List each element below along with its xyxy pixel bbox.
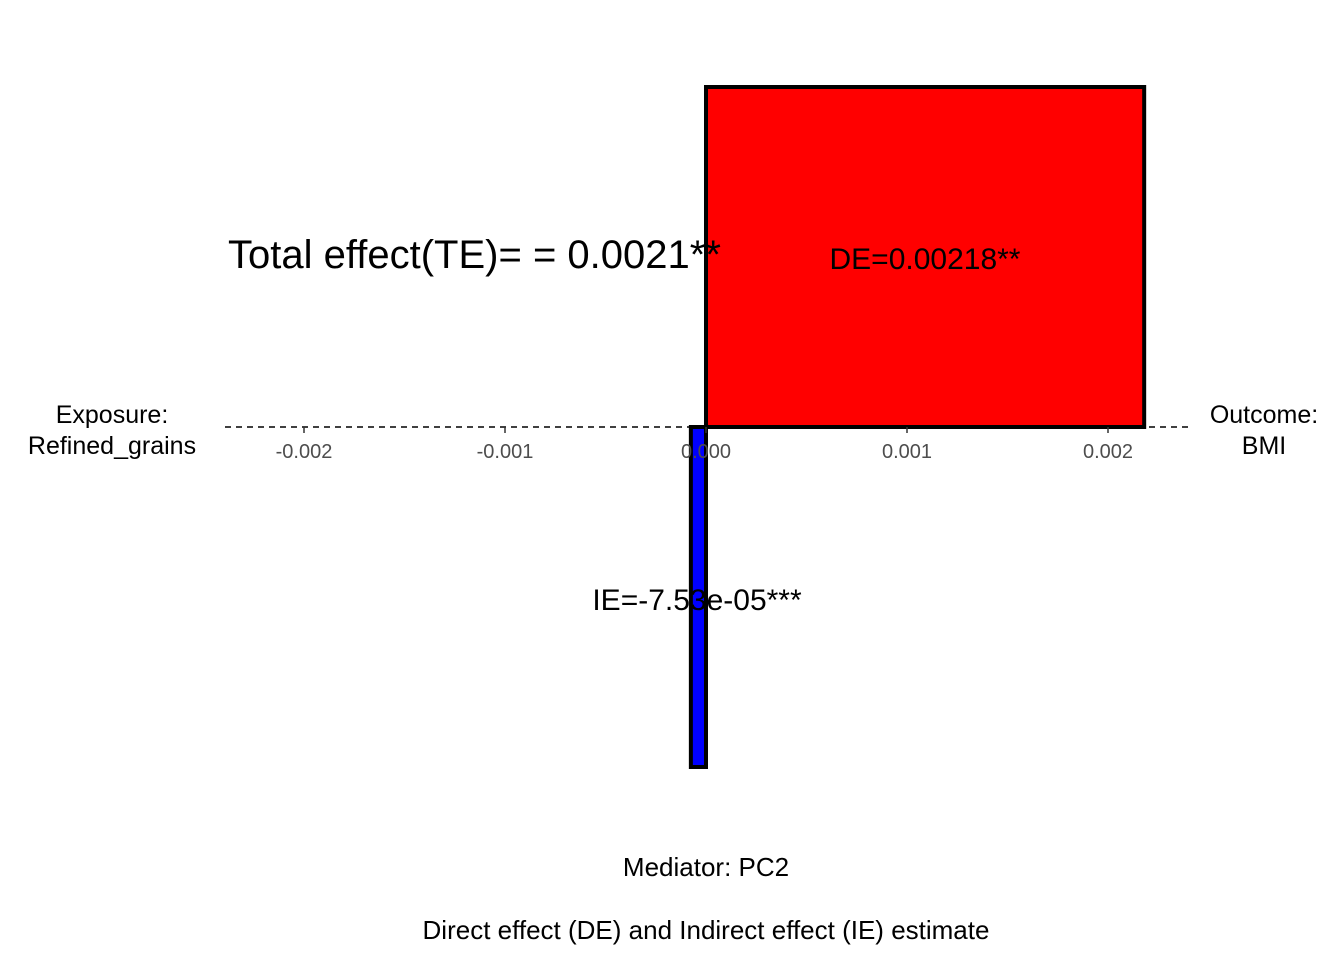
outcome-label-line1: Outcome: (1210, 401, 1318, 429)
mediator-label: Mediator: PC2 (623, 852, 789, 882)
bars-layer (688, 85, 1147, 769)
de-label: DE=0.00218** (830, 243, 1021, 276)
x-tick-label: 0.001 (882, 441, 932, 463)
exposure-label-line2: Refined_grains (28, 432, 196, 460)
de-bar (704, 85, 1147, 429)
total-effect-label: Total effect(TE)= = 0.0021** (228, 233, 721, 277)
chart-caption: Direct effect (DE) and Indirect effect (… (423, 915, 990, 945)
x-tick-label: -0.002 (276, 441, 333, 463)
ie-label: IE=-7.53e-05*** (592, 584, 802, 617)
ticks-layer: -0.002 -0.001 0.000 0.001 0.002 (276, 427, 1133, 463)
ie-bar (688, 425, 708, 769)
x-tick-label: 0.002 (1083, 441, 1133, 463)
x-tick-label: 0.000 (681, 441, 731, 463)
outcome-label-line2: BMI (1242, 432, 1286, 460)
exposure-label-line1: Exposure: (56, 401, 169, 429)
x-tick-label: -0.001 (477, 441, 534, 463)
